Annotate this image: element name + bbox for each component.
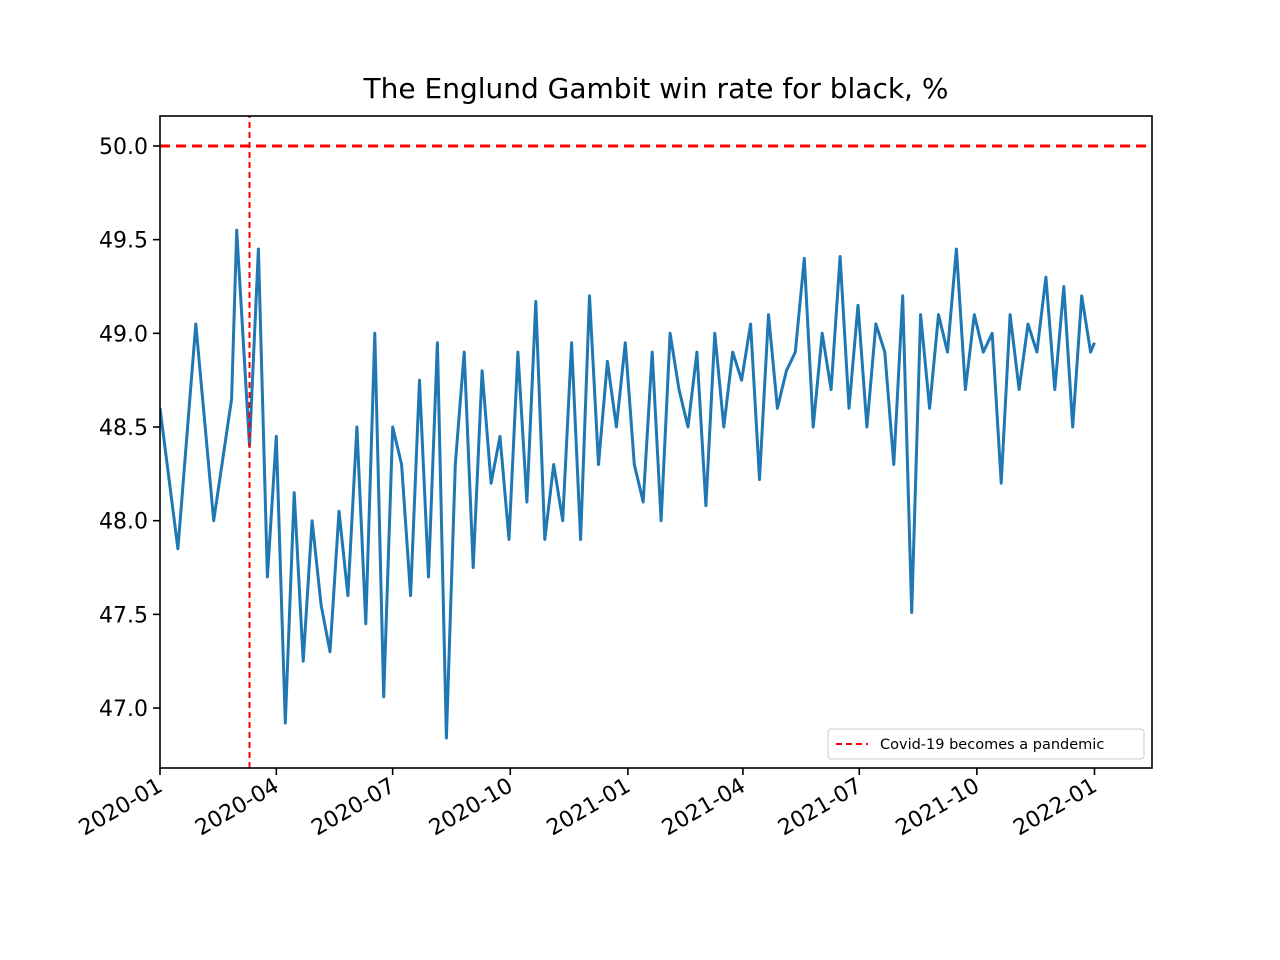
y-tick-label: 47.5 (99, 603, 148, 628)
legend-label: Covid-19 becomes a pandemic (880, 737, 1104, 753)
series-line-win-rate (160, 228, 1096, 740)
chart-title: The Englund Gambit win rate for black, % (363, 72, 949, 105)
y-tick-label: 49.0 (99, 322, 148, 347)
plot-layer (160, 116, 1152, 768)
y-tick-label: 48.0 (99, 510, 148, 535)
y-tick-label: 49.5 (99, 229, 148, 254)
legend-box (827, 728, 1145, 760)
y-tick-label: 47.0 (99, 697, 148, 722)
plot-frame (159, 115, 1153, 769)
y-tick-label: 50.0 (99, 135, 148, 160)
y-tick-label: 48.5 (99, 416, 148, 441)
legend: Covid-19 becomes a pandemic (827, 728, 1145, 760)
